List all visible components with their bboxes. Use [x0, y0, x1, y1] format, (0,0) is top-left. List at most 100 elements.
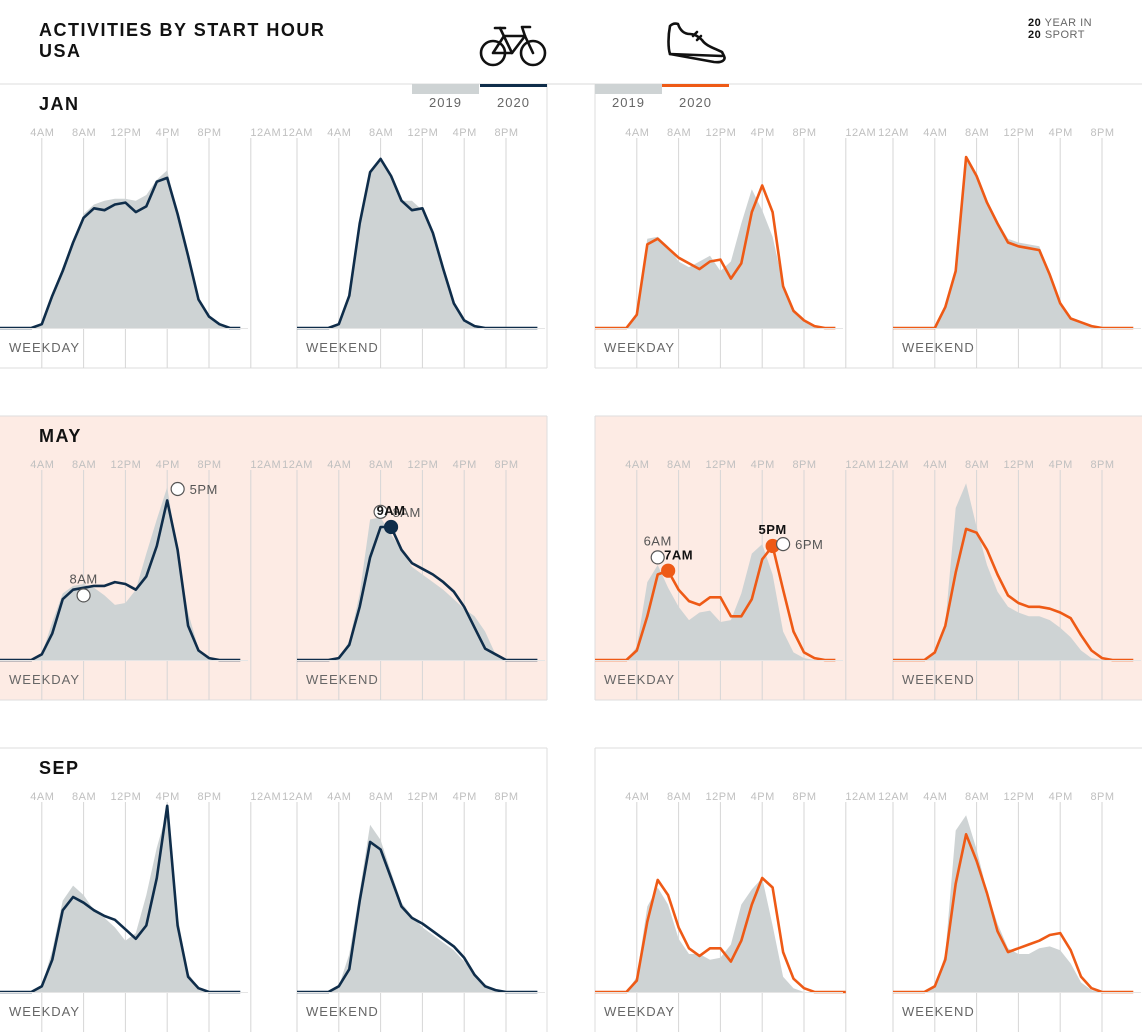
tick-label: 4AM — [327, 127, 351, 139]
line-2020 — [297, 840, 538, 994]
tick-label: 8AM — [72, 459, 96, 471]
tick-label: 12AM — [250, 127, 281, 139]
tick-label: 8AM — [72, 127, 96, 139]
tick-label: 8PM — [494, 459, 518, 471]
line-2020 — [595, 184, 836, 330]
tick-label: 8AM — [965, 127, 989, 139]
annotation-marker — [383, 519, 399, 535]
tick-label: 8AM — [72, 791, 96, 803]
tick-label: 4AM — [327, 459, 351, 471]
panel-label-weekday: WEEKDAY — [604, 340, 675, 355]
tick-label: 12AM — [878, 791, 909, 803]
annotation-marker — [76, 588, 91, 603]
tick-label: 8PM — [197, 459, 221, 471]
tick-label: 12PM — [1004, 459, 1035, 471]
panel-bike-weekend: 12AM 4AM 8AM 12PM 4PM 8PM WEEKEND — [282, 791, 545, 1032]
tick-label: 4PM — [453, 459, 477, 471]
panel-label-weekend: WEEKEND — [902, 672, 975, 687]
tick-label: 12AM — [282, 459, 313, 471]
annotation-label: 7AM — [664, 548, 693, 563]
shoe-icon — [667, 22, 726, 64]
tick-label: 4PM — [453, 791, 477, 803]
panel-run-weekend: 12AM 4AM 8AM 12PM 4PM 8PM WEEKEND — [878, 459, 1141, 700]
annotation-label: 9AM — [377, 503, 406, 518]
line-2020 — [0, 804, 241, 994]
panel-label-weekend: WEEKEND — [306, 1004, 379, 1019]
tick-label: 4AM — [625, 127, 649, 139]
panel-label-weekday: WEEKDAY — [9, 672, 80, 687]
legend-run-2020: 2020 — [679, 95, 712, 110]
tick-label: 8AM — [667, 127, 691, 139]
line-2020 — [595, 544, 836, 662]
tick-label: 4AM — [30, 127, 54, 139]
tick-label: 12AM — [845, 791, 876, 803]
brand-word-1: YEAR IN — [1044, 17, 1093, 29]
panel-label-weekday: WEEKDAY — [604, 672, 675, 687]
legend-bike-2020: 2020 — [497, 95, 530, 110]
tick-label: 12PM — [111, 459, 142, 471]
month-row-jan: JAN 4AM 8AM 12PM 4PM 8PM 12AM WEEKDAY 12AM 4AM 8AM… — [0, 83, 1142, 369]
tick-label: 4AM — [923, 459, 947, 471]
tick-label: 12PM — [706, 127, 737, 139]
legend-run-2019: 2019 — [612, 95, 645, 110]
tick-label: 4PM — [1049, 459, 1073, 471]
legend-run-2020-swatch — [662, 84, 729, 87]
tick-label: 12AM — [282, 791, 313, 803]
tick-label: 8AM — [965, 791, 989, 803]
tick-label: 4AM — [327, 791, 351, 803]
area-2019 — [595, 878, 836, 992]
area-2019 — [595, 189, 836, 328]
tick-label: 8PM — [792, 127, 816, 139]
panel-bike-weekday: 4AM 8AM 12PM 4PM 8PM 12AM WEEKDAY — [0, 791, 281, 1032]
tick-label: 8PM — [1090, 791, 1114, 803]
month-label-sep: SEP — [39, 758, 80, 778]
panel-run-weekday: 4AM 8AM 12PM 4PM 8PM 12AM WEEKDAY — [595, 791, 876, 1032]
tick-label: 4PM — [453, 127, 477, 139]
tick-label: 8PM — [494, 127, 518, 139]
bike-icon — [479, 25, 547, 67]
tick-label: 4PM — [751, 459, 775, 471]
tick-label: 12AM — [250, 791, 281, 803]
page-title: ACTIVITIES BY START HOUR USA — [39, 20, 325, 62]
month-row-may: MAY 4AM 8AM 12PM 4PM 8PM 12AM WEEKDAY 8AM 5PM 12AM… — [0, 415, 1142, 701]
brand-num-1: 20 — [1028, 17, 1042, 29]
tick-label: 12PM — [1004, 791, 1035, 803]
area-2019 — [0, 811, 241, 992]
annotation-label: 6PM — [795, 537, 823, 552]
panel-label-weekday: WEEKDAY — [604, 1004, 675, 1019]
tick-label: 12PM — [408, 791, 439, 803]
tick-label: 4PM — [751, 791, 775, 803]
tick-label: 12PM — [706, 459, 737, 471]
tick-label: 12AM — [845, 459, 876, 471]
title-line-1: ACTIVITIES BY START HOUR — [39, 20, 326, 40]
tick-label: 4AM — [30, 791, 54, 803]
month-label-may: MAY — [39, 426, 82, 446]
panel-bike-weekend: 12AM 4AM 8AM 12PM 4PM 8PM WEEKEND — [282, 127, 545, 368]
line-2020 — [0, 499, 241, 662]
tick-label: 8AM — [667, 459, 691, 471]
annotation-marker — [373, 504, 388, 519]
area-2019 — [0, 170, 241, 328]
tick-label: 12AM — [845, 127, 876, 139]
line-2020 — [0, 176, 241, 330]
line-2020 — [893, 527, 1134, 662]
brand-num-2: 20 — [1028, 29, 1042, 41]
panel-run-weekend: 12AM 4AM 8AM 12PM 4PM 8PM WEEKEND — [878, 791, 1141, 1032]
tick-label: 4AM — [625, 459, 649, 471]
line-2020 — [893, 833, 1134, 994]
tick-label: 8AM — [369, 127, 393, 139]
legend-bike-2020-swatch — [480, 84, 547, 87]
month-row-sep: SEP 4AM 8AM 12PM 4PM 8PM 12AM WEEKDAY 12AM 4AM 8AM… — [0, 747, 1142, 1032]
tick-label: 8PM — [494, 791, 518, 803]
panel-bike-weekday: 4AM 8AM 12PM 4PM 8PM 12AM WEEKDAY 8AM 5PM — [0, 459, 281, 700]
tick-label: 12AM — [878, 127, 909, 139]
area-2019 — [595, 544, 836, 660]
tick-label: 8AM — [965, 459, 989, 471]
tick-label: 8PM — [792, 459, 816, 471]
tick-label: 4PM — [156, 791, 180, 803]
tick-label: 4AM — [923, 127, 947, 139]
tick-label: 4PM — [156, 459, 180, 471]
panel-label-weekday: WEEKDAY — [9, 1004, 80, 1019]
tick-label: 8PM — [1090, 459, 1114, 471]
